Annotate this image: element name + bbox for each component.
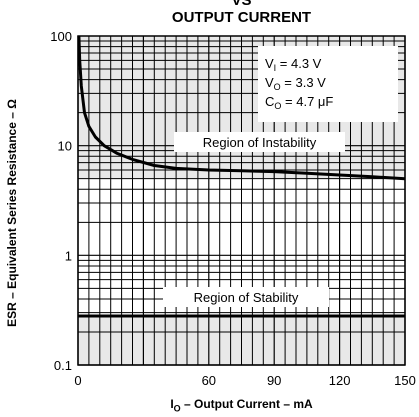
- y-tick-label: 0.1: [54, 358, 72, 373]
- condition-0: VI = 4.3 V: [265, 56, 322, 73]
- y-tick-label: 1: [65, 248, 72, 263]
- x-tick-label: 120: [329, 373, 351, 388]
- chart-title: OUTPUT CURRENT: [171, 9, 312, 26]
- y-axis-label: ESR – Equivalent Series Resistance – Ω: [5, 99, 19, 327]
- instability-label-bg: [174, 132, 345, 152]
- stability-label-bg: [163, 287, 329, 307]
- region-instability-label: Region of Instability: [203, 135, 317, 150]
- y-tick-label: 100: [50, 29, 72, 44]
- x-tick-label: 90: [267, 373, 281, 388]
- conditions-box-bg: [258, 46, 398, 122]
- x-tick-label: 0: [74, 373, 81, 388]
- x-axis-label: IO – Output Current – mA: [78, 397, 405, 413]
- series-line-0: [77, 35, 406, 181]
- y-tick-label: 10: [58, 139, 72, 154]
- chart-title-top: VS: [231, 0, 252, 9]
- conditions-box: VI = 4.3 V VO = 3.3 V CO = 4.7 μF: [258, 46, 398, 122]
- condition-2: CO = 4.7 μF: [265, 94, 333, 111]
- condition-1: VO = 3.3 V: [265, 75, 326, 92]
- region-stability-label: Region of Stability: [194, 290, 299, 305]
- x-axis-label-prefix: I: [170, 397, 174, 411]
- x-tick-label: 150: [394, 373, 416, 388]
- x-axis-label-rest: – Output Current – mA: [180, 397, 313, 411]
- plot-border: [77, 35, 406, 366]
- x-axis-label-sub: O: [173, 403, 181, 414]
- x-tick-label: 60: [202, 373, 216, 388]
